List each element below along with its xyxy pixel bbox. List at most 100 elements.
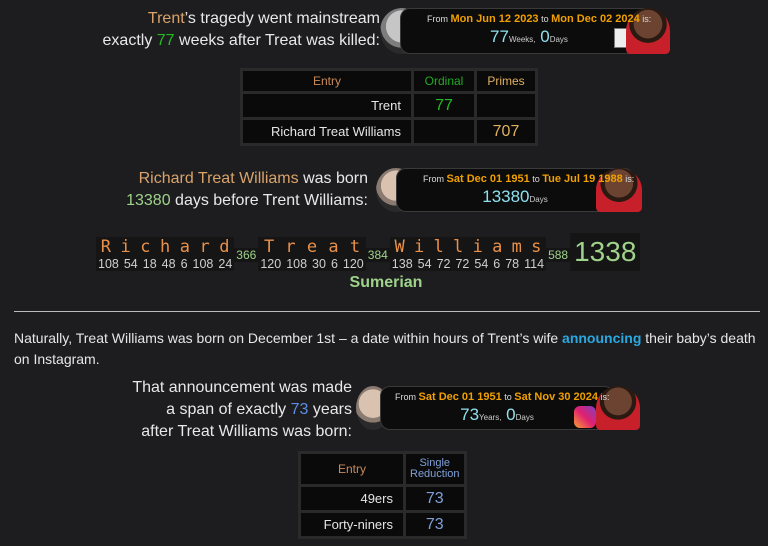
t: to: [504, 392, 512, 402]
letter-value: 6: [330, 257, 338, 271]
t: to: [532, 174, 540, 184]
name: Trent: [147, 10, 185, 27]
letter: t: [349, 237, 361, 257]
from-date: Sat Dec 01 1951: [418, 391, 502, 403]
primes: [477, 94, 535, 117]
number: 13380: [126, 192, 171, 209]
letter: h: [160, 237, 171, 257]
trent-williams-photo: [596, 168, 642, 212]
date-box-2: From Sat Dec 01 1951 to Tue Jul 19 1988 …: [396, 168, 634, 212]
letter: R: [100, 237, 111, 257]
announcing-link[interactable]: announcing: [562, 330, 642, 346]
statement-1: Trent’s tragedy went mainstream exactly …: [60, 8, 380, 52]
table-row: Forty-niners 73: [301, 513, 464, 536]
is-label: is:: [625, 174, 635, 184]
table-row: 49ers 73: [301, 487, 464, 510]
u: Weeks,: [508, 35, 536, 44]
divider: [14, 311, 760, 312]
entry: Trent: [243, 94, 411, 117]
letter-value: 138: [391, 257, 413, 271]
to-date: Sat Nov 30 2024: [514, 391, 599, 403]
letter-value: 78: [505, 257, 520, 271]
letter-value: 54: [123, 257, 138, 271]
letter: l: [433, 237, 444, 257]
word-total: 588: [546, 248, 571, 262]
text: That announcement was made: [132, 379, 352, 396]
table-2: Entry Single Reduction 49ers 73 Forty-nine…: [298, 451, 467, 539]
t: From: [423, 174, 444, 184]
from-date: Sat Dec 01 1951: [446, 173, 530, 185]
is-label: is:: [600, 392, 610, 402]
to-date: Mon Dec 02 2024: [551, 13, 640, 25]
text: weeks after Treat was killed:: [174, 32, 380, 49]
text: their baby’s death on Instagram.: [14, 330, 756, 367]
u: Years,: [479, 413, 502, 422]
u: Days: [549, 35, 568, 44]
text: after Treat Williams was born:: [141, 423, 352, 440]
value: 73: [406, 487, 464, 510]
letter: i: [472, 237, 483, 257]
letter-value: 120: [260, 257, 282, 271]
text: was born: [298, 170, 368, 187]
letter: i: [413, 237, 425, 257]
instagram-icon: [574, 406, 596, 428]
letter: T: [263, 237, 275, 257]
t: From: [395, 392, 416, 402]
grand-total: 1338: [570, 233, 641, 271]
word-total: 366: [234, 248, 259, 262]
header-ordinal: Ordinal: [414, 71, 474, 91]
letter: c: [140, 237, 151, 257]
letter-value: 48: [161, 257, 176, 271]
text: Naturally, Treat Williams was born on De…: [14, 330, 563, 346]
date-box-1: From Mon Jun 12 2023 to Mon Dec 02 2024 …: [400, 8, 658, 54]
text: years: [308, 401, 352, 418]
letter-value: 54: [474, 257, 489, 271]
letter-value: 108: [98, 257, 119, 271]
letter: a: [328, 237, 339, 257]
letter-value: 18: [142, 257, 157, 271]
statement-3: That announcement was made a span of exa…: [32, 377, 352, 443]
v: 13380: [482, 187, 530, 206]
trent-williams-photo: [626, 8, 670, 54]
number: 73: [290, 401, 309, 418]
ordinal: [414, 120, 474, 143]
v: 73: [460, 405, 480, 424]
v: 0: [540, 27, 550, 46]
letter: r: [199, 237, 210, 257]
statement-2: Richard Treat Williams was born 13380 da…: [48, 168, 368, 212]
entry: 49ers: [301, 487, 403, 510]
letter: s: [531, 237, 542, 257]
letter: d: [219, 237, 230, 257]
letter: a: [492, 237, 503, 257]
from-date: Mon Jun 12 2023: [450, 13, 539, 25]
letter-value: 6: [180, 257, 188, 271]
entry: Forty-niners: [301, 513, 403, 536]
table-row: Richard Treat Williams 707: [243, 120, 535, 143]
paragraph: Naturally, Treat Williams was born on De…: [14, 328, 760, 370]
letter: m: [511, 237, 522, 257]
letter-value: 24: [218, 257, 233, 271]
name: Richard Treat Williams: [138, 170, 299, 187]
letter-value: 108: [192, 257, 214, 271]
letter-value: 30: [312, 257, 326, 271]
letter: W: [394, 237, 405, 257]
is-label: is:: [642, 14, 652, 24]
v: 0: [506, 405, 516, 424]
header-entry: Entry: [243, 71, 411, 91]
letter: l: [453, 237, 464, 257]
letter: a: [179, 237, 190, 257]
letter-value: 108: [286, 257, 308, 271]
date-box-3: From Sat Dec 01 1951 to Sat Nov 30 2024 …: [380, 386, 614, 430]
header-entry: Entry: [301, 454, 403, 484]
t: to: [541, 14, 549, 24]
v: 77: [490, 27, 509, 46]
header-single-reduction: Single Reduction: [406, 454, 464, 484]
letter-value: 6: [493, 257, 501, 271]
text: exactly: [102, 32, 157, 49]
t: From: [427, 14, 448, 24]
table-1: Entry Ordinal Primes Trent 77 Richard Treat…: [240, 68, 538, 146]
primes: 707: [477, 120, 535, 143]
